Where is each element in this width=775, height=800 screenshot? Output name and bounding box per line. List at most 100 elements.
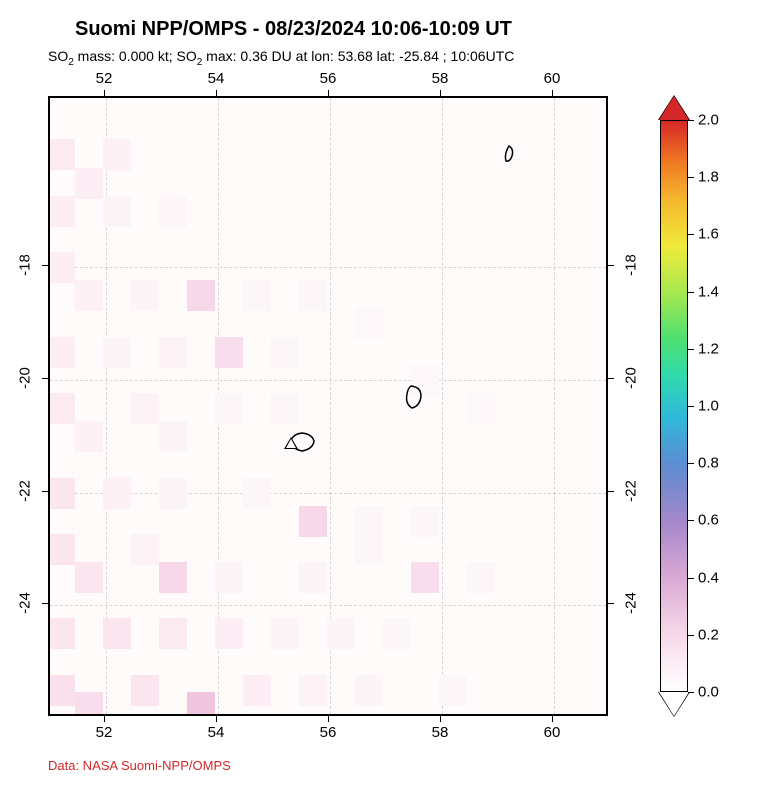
heatmap-cell: [159, 618, 187, 649]
axis-tick: [216, 716, 217, 722]
heatmap-cell: [383, 618, 411, 649]
heatmap-cell: [411, 365, 439, 396]
heatmap-cell: [75, 692, 103, 714]
axis-tick: [440, 716, 441, 722]
colorbar-tick: [688, 234, 694, 235]
heatmap-cell: [467, 393, 495, 424]
heatmap-cell: [50, 196, 75, 227]
axis-tick: [328, 90, 329, 96]
heatmap-cell: [159, 478, 187, 509]
axis-ticklabel: -24: [622, 592, 639, 614]
axis-tick: [104, 716, 105, 722]
heatmap-cell: [215, 562, 243, 593]
gridline-h: [50, 605, 606, 606]
heatmap-cell: [215, 337, 243, 368]
colorbar-ticklabel: 0.2: [698, 626, 719, 643]
heatmap-cell: [131, 675, 159, 706]
gridline-h: [50, 267, 606, 268]
colorbar-ticklabel: 1.0: [698, 398, 719, 415]
heatmap-cell: [243, 675, 271, 706]
colorbar-ticklabel: 2.0: [698, 112, 719, 129]
map-inner: [50, 98, 606, 714]
data-credit: Data: NASA Suomi-NPP/OMPS: [48, 758, 231, 773]
heatmap-cell: [467, 562, 495, 593]
heatmap-cell: [299, 506, 327, 537]
heatmap-cell: [187, 280, 215, 311]
axis-ticklabel: 58: [432, 724, 449, 741]
heatmap-cell: [131, 280, 159, 311]
axis-tick: [552, 90, 553, 96]
axis-tick: [104, 90, 105, 96]
axis-tick: [440, 90, 441, 96]
colorbar-ticklabel: 1.4: [698, 283, 719, 300]
chart-title: Suomi NPP/OMPS - 08/23/2024 10:06-10:09 …: [75, 18, 512, 41]
heatmap-cell: [103, 139, 131, 170]
colorbar-tick: [688, 578, 694, 579]
heatmap-cell: [327, 618, 355, 649]
heatmap-cell: [50, 252, 75, 283]
axis-ticklabel: 54: [208, 70, 225, 87]
axis-ticklabel: 54: [208, 724, 225, 741]
heatmap-cell: [243, 280, 271, 311]
axis-ticklabel: 52: [96, 70, 113, 87]
heatmap-cell: [271, 618, 299, 649]
colorbar-ticklabel: 1.2: [698, 340, 719, 357]
gridline-h: [50, 493, 606, 494]
colorbar: 0.00.20.40.60.81.01.21.41.61.82.0: [660, 120, 688, 692]
heatmap-cell: [187, 692, 215, 714]
colorbar-ticklabel: 1.8: [698, 169, 719, 186]
heatmap-cell: [50, 675, 75, 706]
axis-ticklabel: -22: [622, 480, 639, 502]
heatmap-cell: [50, 478, 75, 509]
heatmap-cell: [159, 337, 187, 368]
heatmap-cell: [75, 562, 103, 593]
heatmap-cell: [103, 478, 131, 509]
gridline-v: [442, 98, 443, 714]
colorbar-tick: [688, 120, 694, 121]
axis-ticklabel: 60: [544, 70, 561, 87]
heatmap-cell: [103, 196, 131, 227]
colorbar-ticklabel: 0.0: [698, 684, 719, 701]
axis-ticklabel: 56: [320, 70, 337, 87]
colorbar-tick: [688, 635, 694, 636]
heatmap-cell: [103, 337, 131, 368]
heatmap-cell: [439, 675, 467, 706]
colorbar-ticklabel: 0.8: [698, 455, 719, 472]
axis-ticklabel: 56: [320, 724, 337, 741]
heatmap-cell: [75, 168, 103, 199]
axis-tick: [42, 265, 48, 266]
heatmap-cell: [50, 337, 75, 368]
axis-ticklabel: -18: [17, 254, 34, 276]
colorbar-tick: [688, 177, 694, 178]
colorbar-ticklabel: 1.6: [698, 226, 719, 243]
heatmap-cell: [103, 618, 131, 649]
heatmap-cell: [215, 393, 243, 424]
heatmap-cell: [50, 618, 75, 649]
heatmap-cell: [50, 393, 75, 424]
axis-tick: [328, 716, 329, 722]
axis-ticklabel: -20: [17, 367, 34, 389]
axis-ticklabel: 58: [432, 70, 449, 87]
heatmap-cell: [355, 506, 383, 537]
heatmap-cell: [50, 534, 75, 565]
heatmap-cell: [299, 280, 327, 311]
colorbar-tick: [688, 463, 694, 464]
heatmap-cell: [271, 337, 299, 368]
heatmap-cell: [75, 421, 103, 452]
chart-subtitle: SO2 mass: 0.000 kt; SO2 max: 0.36 DU at …: [48, 48, 514, 68]
colorbar-tick: [688, 349, 694, 350]
heatmap-cell: [131, 393, 159, 424]
colorbar-tick: [688, 406, 694, 407]
island-rodrigues: [502, 144, 516, 164]
heatmap-cell: [411, 506, 439, 537]
colorbar-tick: [688, 692, 694, 693]
heatmap-cell: [215, 618, 243, 649]
heatmap-cell: [243, 478, 271, 509]
heatmap-cell: [355, 308, 383, 339]
axis-tick: [608, 603, 614, 604]
colorbar-arrow-bot: [659, 692, 689, 716]
colorbar-arrow-top: [659, 96, 689, 120]
heatmap-cell: [411, 562, 439, 593]
heatmap-cell: [355, 675, 383, 706]
axis-tick: [608, 378, 614, 379]
